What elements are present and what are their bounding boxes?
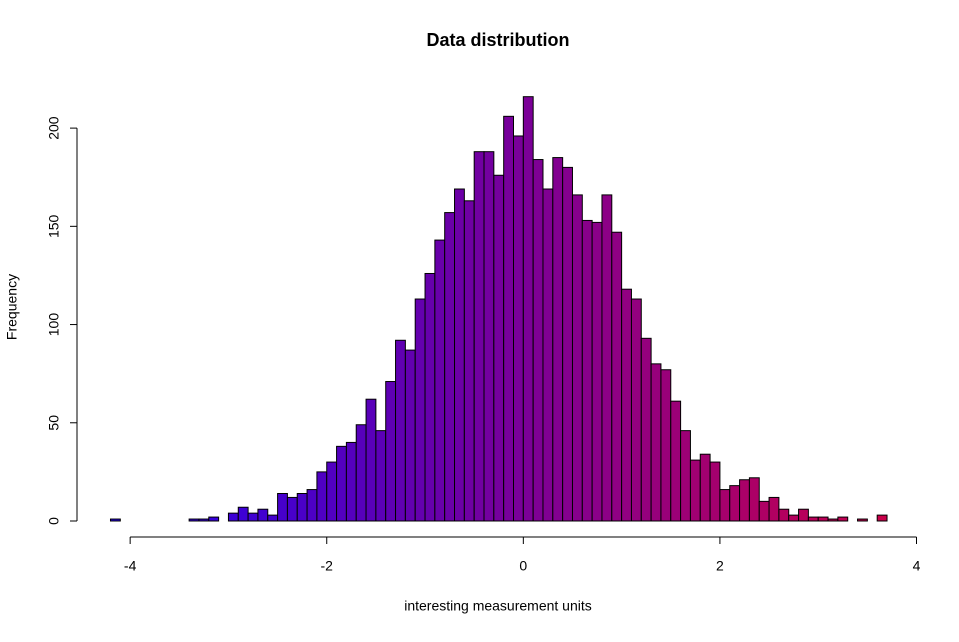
bar [444,212,456,522]
x-tick-label: 0 [519,558,527,574]
bar [680,430,691,522]
bar [552,157,564,522]
bar [817,516,829,522]
bar [837,516,849,522]
bar [857,518,868,522]
bar [621,288,632,522]
bar [306,489,318,522]
bar [591,221,603,522]
bar [395,339,406,522]
bar [463,200,475,522]
y-tick-label: 50 [46,415,62,431]
bar [798,508,809,522]
bar [404,349,416,522]
x-tick-label: -4 [124,558,137,574]
bar [542,188,554,522]
bar [571,194,583,522]
bar [237,506,249,522]
bar [827,518,839,522]
bar [109,518,121,522]
bar [286,496,298,522]
bar [454,188,465,522]
x-tick-label: 4 [913,558,921,574]
bar [729,485,741,522]
bar [660,369,672,522]
bar [247,512,259,522]
bar [355,424,367,522]
bar [227,512,239,522]
bar [876,514,888,522]
bar [493,174,505,522]
bar [748,477,760,522]
bar [758,500,770,522]
chart-title: Data distribution [427,30,570,50]
bar [385,381,397,522]
bar [257,508,269,522]
bar [778,508,790,522]
bar [473,151,485,522]
x-axis-label: interesting measurement units [404,598,592,614]
bar [188,518,200,522]
bar [198,518,210,522]
bar [365,398,377,522]
bar [689,459,701,522]
bar [532,159,544,522]
bar [336,445,347,522]
bar [296,492,308,522]
bar [277,492,288,522]
bar [522,96,534,522]
x-tick-label: -2 [321,558,334,574]
bar [739,479,750,522]
bar [650,363,662,522]
y-tick-label: 0 [46,517,62,525]
y-axis-label: Frequency [4,274,20,340]
bar [424,272,436,522]
bar [788,514,800,522]
bar [503,115,514,522]
y-tick-label: 150 [46,214,62,238]
y-tick-label: 100 [46,313,62,337]
bar [414,298,426,522]
bar [709,461,721,522]
bar [699,453,711,522]
bar [581,219,593,522]
bar [375,430,387,522]
bar [326,461,338,522]
bar [670,400,682,522]
bar [601,194,613,522]
bar [719,489,731,522]
bar [316,471,328,522]
bar [434,239,446,522]
bar [267,514,279,522]
bar [611,231,623,522]
bar [640,337,652,522]
bar [345,441,357,522]
bar [513,135,524,522]
bar [768,496,780,522]
bar [483,151,495,522]
bar [562,166,573,522]
x-tick-label: 2 [716,558,724,574]
bar [630,298,642,522]
y-tick-label: 200 [46,116,62,140]
bar [807,516,819,522]
bar [208,516,220,522]
